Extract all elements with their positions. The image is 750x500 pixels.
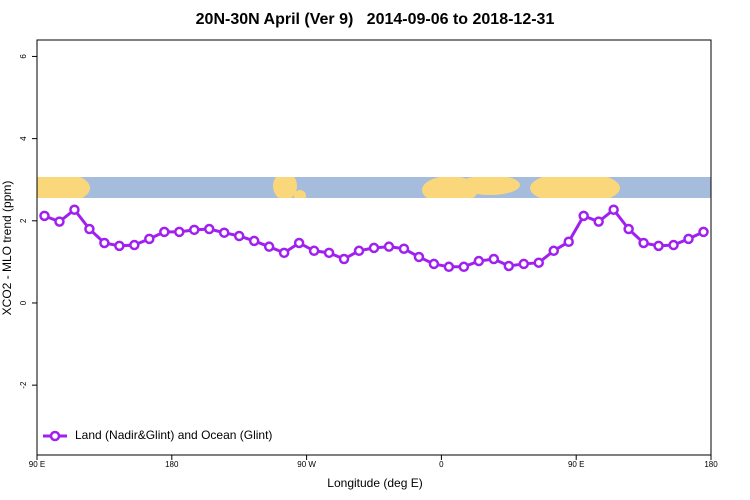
data-point xyxy=(428,258,440,270)
data-point xyxy=(99,237,110,249)
y-tick-label: 6 xyxy=(19,54,28,59)
data-point xyxy=(458,261,470,273)
data-point xyxy=(308,245,320,257)
data-point xyxy=(114,240,125,252)
data-point xyxy=(54,216,65,227)
data-point xyxy=(398,243,410,254)
data-point xyxy=(623,223,634,235)
data-point xyxy=(638,237,649,249)
x-tick-label: 0 xyxy=(439,460,444,469)
data-point xyxy=(698,226,709,238)
plot-frame xyxy=(36,39,712,456)
x-tick-label: 90 E xyxy=(29,460,45,469)
data-point xyxy=(563,236,574,247)
data-point xyxy=(443,261,455,273)
data-point xyxy=(473,255,485,267)
data-point xyxy=(323,247,335,259)
data-point xyxy=(338,253,350,265)
x-tick-label: 180 xyxy=(704,460,718,469)
data-point xyxy=(368,242,380,254)
data-point xyxy=(144,233,155,245)
data-point xyxy=(608,204,619,215)
data-point xyxy=(263,241,275,252)
data-point xyxy=(159,226,170,238)
data-point xyxy=(593,216,604,227)
data-point xyxy=(668,239,679,251)
data-point xyxy=(203,223,215,235)
data-point xyxy=(69,204,80,215)
data-point xyxy=(653,240,664,252)
data-point xyxy=(683,233,694,245)
legend-marker xyxy=(49,430,61,442)
data-point xyxy=(488,253,500,265)
y-tick-label: 2 xyxy=(19,218,28,223)
y-tick-label: -2 xyxy=(19,381,28,389)
data-point xyxy=(413,251,425,263)
data-point xyxy=(548,245,559,257)
data-point xyxy=(533,257,545,268)
x-tick-label: 180 xyxy=(165,460,179,469)
data-point xyxy=(518,258,530,270)
x-tick-label: 90 E xyxy=(568,460,584,469)
data-point xyxy=(293,237,305,249)
chart-title: 20N-30N April (Ver 9) 2014-09-06 to 2018… xyxy=(196,11,555,28)
y-axis-label: XCO2 - MLO trend (ppm) xyxy=(0,181,14,316)
data-point xyxy=(353,245,365,257)
data-point xyxy=(578,210,589,222)
data-point xyxy=(174,226,185,238)
data-point xyxy=(84,223,95,235)
data-point xyxy=(189,224,200,236)
data-point xyxy=(129,239,140,251)
data-point xyxy=(233,230,245,242)
map-strip xyxy=(37,177,711,198)
x-axis-label: Longitude (deg E) xyxy=(327,476,422,490)
y-tick-label: 4 xyxy=(19,136,28,141)
data-point xyxy=(503,260,515,272)
data-point xyxy=(383,241,395,252)
data-point xyxy=(278,247,290,259)
data-point xyxy=(218,227,230,238)
legend-label: Land (Nadir&Glint) and Ocean (Glint) xyxy=(75,428,272,442)
data-point xyxy=(39,210,50,222)
y-tick-label: 0 xyxy=(19,300,28,305)
x-tick-label: 90 W xyxy=(297,460,316,469)
data-point xyxy=(248,235,260,247)
